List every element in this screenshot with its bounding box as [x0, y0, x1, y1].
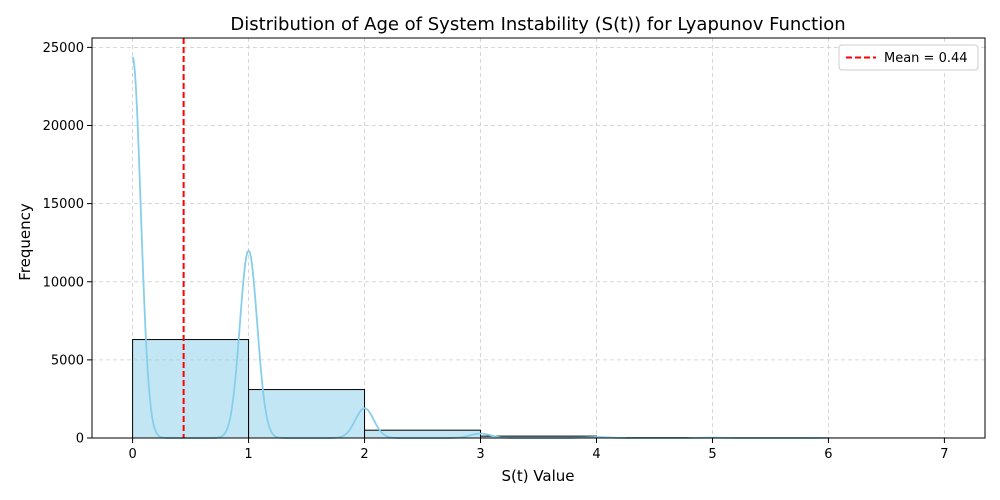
x-tick-label: 0 [128, 447, 136, 462]
x-tick-label: 4 [592, 447, 600, 462]
plot-frame [91, 37, 986, 439]
y-tick-label: 0 [76, 432, 84, 447]
y-axis-label: Frequency [16, 203, 34, 281]
x-tick-label: 3 [476, 447, 484, 462]
chart-title: Distribution of Age of System Instabilit… [230, 14, 845, 35]
legend-box [838, 44, 979, 71]
y-tick-label: 20000 [43, 119, 84, 134]
x-tick-label: 5 [708, 447, 716, 462]
y-tick-label: 25000 [43, 41, 84, 56]
histogram-bars [132, 339, 945, 439]
y-tick-label: 15000 [43, 197, 84, 212]
histogram-bar [132, 339, 250, 439]
x-tick-label: 7 [940, 447, 948, 462]
x-axis-label: S(t) Value [501, 467, 574, 485]
y-tick-label: 10000 [43, 275, 84, 290]
legend-mean-label: Mean = 0.44 [884, 51, 968, 66]
x-tick-label: 1 [244, 447, 252, 462]
x-tick-label: 2 [360, 447, 368, 462]
legend: Mean = 0.44 [838, 44, 979, 71]
x-tick-label: 6 [824, 447, 832, 462]
axis-ticks: 0 1 2 3 4 5 6 7 0 5000 10000 15000 20000 25000 [43, 41, 949, 462]
y-tick-label: 5000 [51, 353, 84, 368]
